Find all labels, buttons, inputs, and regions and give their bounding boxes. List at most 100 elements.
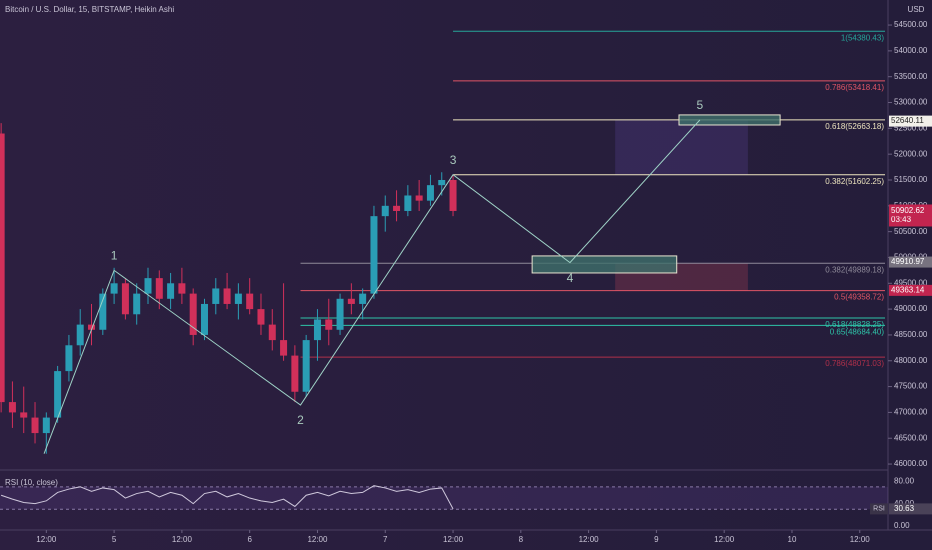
y-tick-label: 51500.00 bbox=[894, 175, 928, 184]
candle-body bbox=[246, 293, 254, 310]
target-box bbox=[678, 114, 781, 126]
candle-body bbox=[121, 283, 129, 315]
wave-label: 4 bbox=[567, 271, 574, 285]
candle-body bbox=[268, 324, 276, 341]
fib-label: 1(54380.43) bbox=[841, 33, 884, 42]
rsi-line bbox=[0, 485, 454, 510]
candle-body bbox=[415, 195, 423, 201]
candle-body bbox=[393, 205, 401, 211]
x-tick-label: 5 bbox=[112, 535, 117, 544]
fib-label: 0.786(53418.41) bbox=[825, 83, 884, 92]
x-tick-label: 6 bbox=[247, 535, 252, 544]
candle-body bbox=[212, 288, 220, 304]
price-tag bbox=[889, 205, 932, 217]
x-tick-label: 12:00 bbox=[443, 535, 464, 544]
candle-body bbox=[313, 319, 321, 341]
fib-label: 0.618(52663.18) bbox=[825, 122, 884, 131]
x-tick-label: 9 bbox=[654, 535, 659, 544]
x-tick-label: 12:00 bbox=[850, 535, 871, 544]
y-tick-label: 54000.00 bbox=[894, 46, 928, 55]
candle-body bbox=[0, 133, 5, 403]
x-tick-label: 10 bbox=[788, 535, 797, 544]
x-tick-label: 8 bbox=[519, 535, 524, 544]
target-box bbox=[531, 255, 678, 274]
rsi-tick-label: 80.00 bbox=[894, 476, 915, 485]
candle-body bbox=[234, 293, 242, 304]
x-tick-label: 12:00 bbox=[36, 535, 57, 544]
candle-body bbox=[370, 216, 378, 294]
price-tag-label: 49363.14 bbox=[891, 285, 925, 294]
price-tag-label: 49910.97 bbox=[891, 257, 925, 266]
y-tick-label: 53500.00 bbox=[894, 72, 928, 81]
y-tick-label: 49000.00 bbox=[894, 304, 928, 313]
wave-label: 1 bbox=[111, 249, 118, 263]
candle-body bbox=[381, 205, 389, 217]
rsi-band bbox=[0, 486, 888, 510]
candle-body bbox=[42, 417, 50, 434]
candle-body bbox=[449, 179, 457, 211]
rsi-value-tag bbox=[889, 503, 932, 515]
rsi-tag-name: RSI bbox=[873, 506, 885, 513]
y-tick-label: 46500.00 bbox=[894, 433, 928, 442]
x-tick-label: 12:00 bbox=[172, 535, 193, 544]
y-tick-label: 47000.00 bbox=[894, 408, 928, 417]
price-tag bbox=[889, 115, 932, 127]
candle-body bbox=[347, 298, 355, 304]
price-tag-label: 52640.11 bbox=[891, 116, 924, 125]
candle-body bbox=[88, 324, 96, 330]
candle-body bbox=[167, 283, 175, 299]
wave-line bbox=[43, 119, 701, 454]
candle-body bbox=[110, 283, 118, 294]
rsi-tag bbox=[870, 503, 888, 515]
y-tick-label: 52000.00 bbox=[894, 149, 928, 158]
price-tag-label: 50902.62 bbox=[891, 206, 925, 215]
chart-title: Bitcoin / U.S. Dollar, 15, BITSTAMP, Hei… bbox=[5, 5, 174, 14]
rsi-tick-label: 40.00 bbox=[894, 499, 915, 508]
candle-body bbox=[438, 179, 446, 186]
candle-body bbox=[280, 340, 288, 356]
fib-label: 0.382(49889.18) bbox=[825, 265, 884, 274]
candle-body bbox=[223, 288, 231, 304]
price-tag bbox=[889, 256, 932, 268]
y-tick-label: 54500.00 bbox=[894, 20, 928, 29]
y-tick-label: 46000.00 bbox=[894, 459, 928, 468]
fib-label: 0.5(49358.72) bbox=[834, 293, 884, 302]
fib-label: 0.65(48684.40) bbox=[830, 328, 885, 337]
candle-body bbox=[189, 293, 197, 335]
wave-label: 2 bbox=[297, 413, 304, 427]
candle-body bbox=[359, 293, 367, 304]
rsi-title: RSI (10, close) bbox=[5, 478, 58, 487]
currency: USD bbox=[908, 5, 925, 14]
y-tick-label: 49500.00 bbox=[894, 278, 928, 287]
candle-body bbox=[336, 298, 344, 330]
candle-body bbox=[404, 195, 412, 211]
candle-body bbox=[144, 278, 152, 294]
wave-label: 5 bbox=[697, 98, 704, 112]
x-tick-label: 12:00 bbox=[307, 535, 328, 544]
x-tick-label: 7 bbox=[383, 535, 388, 544]
candle-body bbox=[133, 293, 141, 315]
fib-label: 0.786(48071.03) bbox=[825, 359, 884, 368]
candle-body bbox=[325, 319, 333, 330]
wave-label: 3 bbox=[450, 153, 457, 167]
rsi-tick-label: 0.00 bbox=[894, 521, 910, 530]
candle-body bbox=[76, 324, 84, 346]
rsi-value-label: 30.63 bbox=[894, 504, 915, 513]
x-tick-label: 12:00 bbox=[579, 535, 600, 544]
candle-body bbox=[8, 402, 16, 413]
y-tick-label: 48000.00 bbox=[894, 356, 928, 365]
y-tick-label: 50500.00 bbox=[894, 227, 928, 236]
candle-body bbox=[178, 283, 186, 294]
fib-label: 0.618(48828.25) bbox=[825, 320, 884, 329]
candle-body bbox=[65, 345, 73, 372]
y-tick-label: 53000.00 bbox=[894, 98, 928, 107]
countdown: 03:43 bbox=[891, 215, 912, 224]
candle-body bbox=[54, 371, 62, 418]
candle-body bbox=[20, 412, 28, 418]
candle-body bbox=[200, 303, 208, 335]
candle-body bbox=[155, 278, 163, 299]
candle-body bbox=[426, 185, 434, 201]
candle-body bbox=[291, 355, 299, 392]
